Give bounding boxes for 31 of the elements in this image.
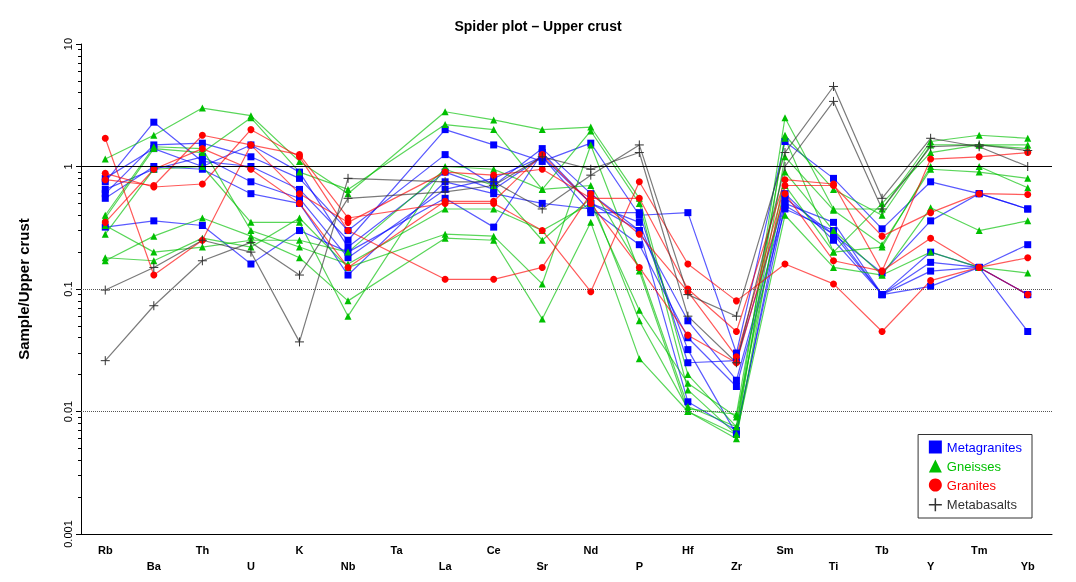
x-tick-label: P [635, 560, 643, 572]
x-tick-label: Ce [486, 544, 501, 556]
x-tick-label: Ti [828, 560, 839, 572]
y-axis-title: Sample/Upper crust [15, 218, 32, 360]
y-tick-label: 0.1 [61, 281, 74, 297]
legend-label: Gneisses [946, 458, 1002, 474]
x-tick-label: Tb [875, 544, 890, 556]
x-tick-label: Ba [146, 560, 162, 572]
x-tick-label: Yb [1020, 560, 1036, 572]
y-tick-label: 10 [61, 37, 74, 51]
x-tick-label: Nb [340, 560, 356, 572]
x-tick-label: Rb [97, 544, 113, 556]
legend-label: Metabasalts [946, 497, 1018, 513]
legend-label: Metagranites [946, 439, 1023, 455]
x-tick-label: Sr [536, 560, 549, 572]
y-tick-label: 0.001 [61, 520, 74, 548]
y-tick-label: 1 [61, 163, 74, 170]
x-tick-label: Zr [730, 560, 743, 572]
legend-label: Granites [946, 477, 997, 493]
x-tick-label: U [246, 560, 255, 572]
x-tick-label: Tm [970, 544, 988, 556]
y-tick-label: 0.01 [61, 400, 74, 423]
x-tick-label: Th [195, 544, 210, 556]
x-tick-label: Sm [776, 544, 794, 556]
x-tick-label: Nd [583, 544, 599, 556]
chart-title: Spider plot – Upper crust [454, 18, 622, 34]
x-tick-label: K [295, 544, 304, 556]
x-tick-label: Ta [390, 544, 404, 556]
x-tick-label: Hf [682, 544, 695, 556]
x-tick-label: La [438, 560, 453, 572]
x-tick-label: Y [926, 560, 935, 572]
